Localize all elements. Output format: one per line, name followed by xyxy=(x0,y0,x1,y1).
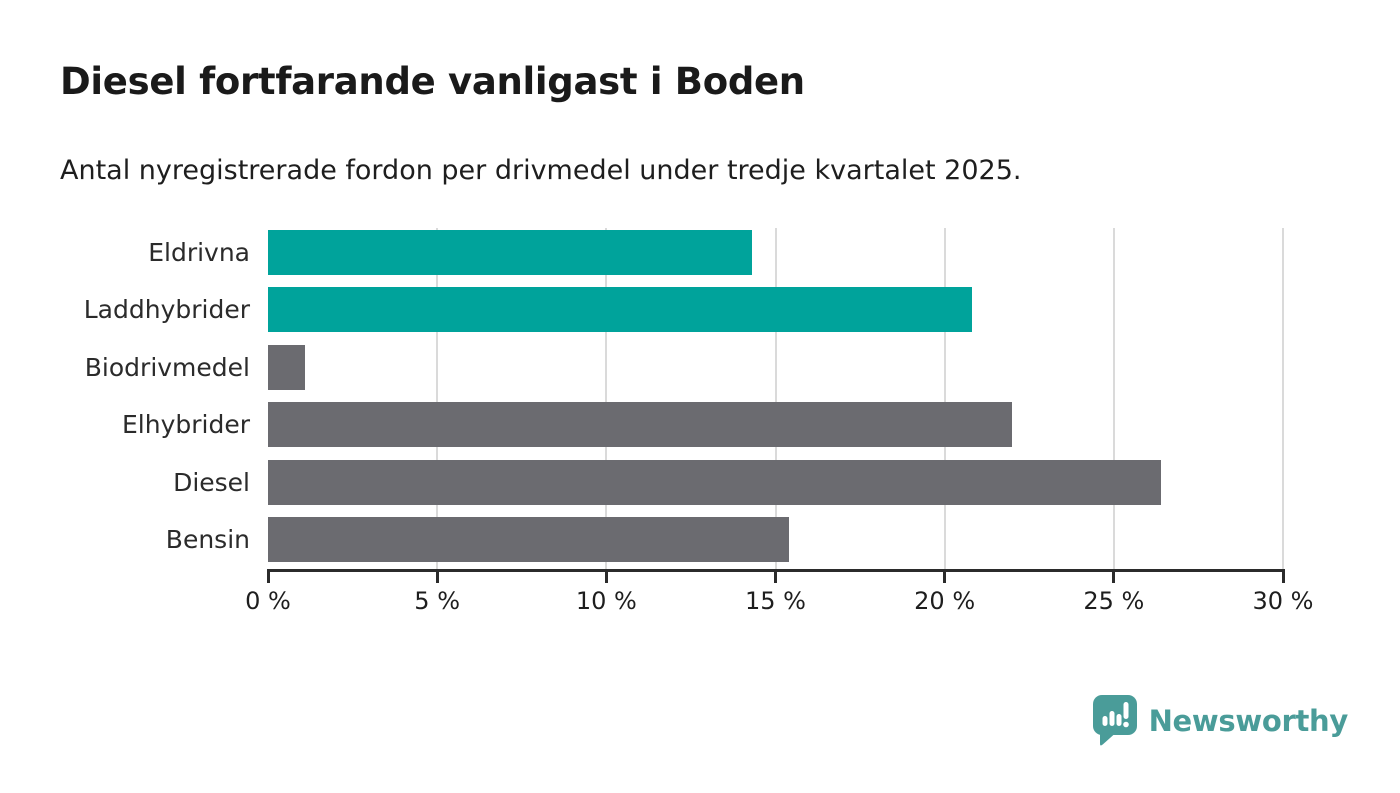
page-title: Diesel fortfarande vanligast i Boden xyxy=(60,60,805,103)
category-label: Elhybrider xyxy=(121,410,250,440)
gridline-25 xyxy=(1112,228,1115,569)
x-axis-tick-30 xyxy=(1281,572,1285,583)
bar-biodrivmedel xyxy=(268,344,306,390)
bar-chart-speech-bubble-icon xyxy=(1092,695,1137,746)
x-tick-label: 30 % xyxy=(1252,587,1314,615)
x-axis-tick-0 xyxy=(266,572,270,583)
page-subtitle: Antal nyregistrerade fordon per drivmede… xyxy=(60,155,1022,186)
gridline-5 xyxy=(436,228,439,569)
x-tick-label: 25 % xyxy=(1083,587,1145,615)
category-label: Biodrivmedel xyxy=(84,352,250,382)
newsworthy-logo: Newsworthy xyxy=(1092,694,1348,747)
bar-diesel xyxy=(268,459,1162,505)
x-tick-label: 5 % xyxy=(414,587,460,615)
x-tick-label: 0 % xyxy=(245,587,291,615)
x-tick-label: 10 % xyxy=(575,587,637,615)
x-axis-tick-20 xyxy=(943,572,947,583)
category-label: Laddhybrider xyxy=(83,295,250,325)
x-tick-label: 15 % xyxy=(745,587,806,615)
bar-eldrivna xyxy=(268,230,752,275)
category-label: Diesel xyxy=(173,467,250,497)
x-tick-label: 20 % xyxy=(914,587,976,615)
category-label: Bensin xyxy=(165,525,250,554)
bar-chart: 0 % 5 % 10 % 15 % 20 % 25 % 30 % Eldrivna Laddhy… xyxy=(84,228,1313,650)
x-axis-tick-25 xyxy=(1112,572,1116,583)
x-axis-tick-10 xyxy=(604,572,608,583)
x-axis-tick-5 xyxy=(435,572,439,583)
bar-laddhybrider xyxy=(268,287,972,333)
gridline-20 xyxy=(943,228,946,569)
x-axis-line xyxy=(267,569,1285,572)
category-label: Eldrivna xyxy=(148,238,250,267)
gridline-30 xyxy=(1282,228,1284,569)
newsworthy-logo-text: Newsworthy xyxy=(1148,703,1349,738)
bar-bensin xyxy=(268,517,790,562)
gridline-15 xyxy=(774,228,777,569)
x-axis-tick-15 xyxy=(774,572,777,583)
bar-elhybrider xyxy=(268,402,1013,448)
gridline-10 xyxy=(605,228,608,569)
